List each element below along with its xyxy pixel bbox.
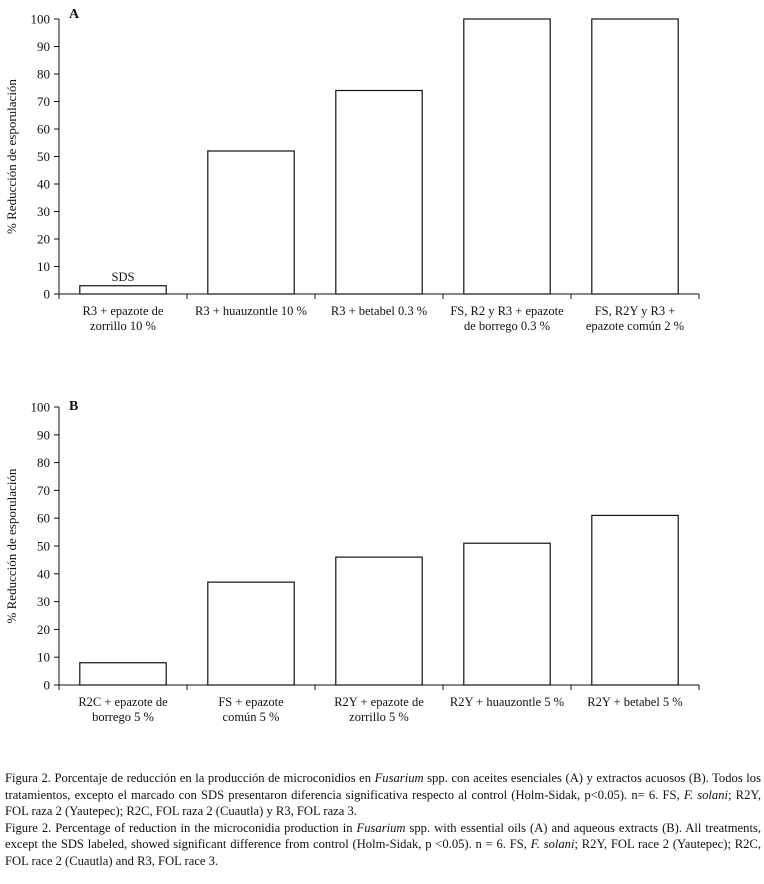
y-tick-label: 80 xyxy=(37,67,50,82)
bar xyxy=(591,514,679,686)
y-axis-label: % Reducción de esporulación xyxy=(4,468,19,623)
y-tick-label: 20 xyxy=(37,232,50,247)
figure-caption: Figura 2. Porcentaje de reducción en la … xyxy=(5,770,761,870)
category-label: FS + epazote xyxy=(218,695,284,709)
bar xyxy=(79,662,167,686)
y-tick-label: 10 xyxy=(37,259,50,274)
caption-spanish: Figura 2. Porcentaje de reducción en la … xyxy=(5,771,761,819)
bar xyxy=(79,285,167,295)
caption-english: Figure 2. Percentage of reduction in the… xyxy=(5,820,761,868)
category-label: borrego 5 % xyxy=(92,710,154,724)
bar xyxy=(207,150,295,295)
bar xyxy=(335,556,423,686)
category-label: FS, R2 y R3 + epazote xyxy=(450,304,564,318)
category-label: R3 + betabel 0.3 % xyxy=(331,304,427,318)
bar xyxy=(335,89,423,295)
y-axis-label: % Reducción de esporulación xyxy=(4,79,19,234)
category-label: epazote común 2 % xyxy=(586,319,684,333)
bar xyxy=(463,542,551,686)
category-label: R2Y + betabel 5 % xyxy=(587,695,682,709)
y-tick-label: 70 xyxy=(37,483,50,498)
chart-a: A % Reducción de esporulación 0 10 20 30 40 50 6… xyxy=(4,7,700,333)
y-tick-label: 100 xyxy=(31,400,51,415)
y-tick-label: 10 xyxy=(37,650,50,665)
y-tick-label: 90 xyxy=(37,39,50,54)
category-label: zorrillo 10 % xyxy=(90,319,156,333)
y-tick-label: 0 xyxy=(44,287,51,302)
y-tick-label: 30 xyxy=(37,204,50,219)
category-label: común 5 % xyxy=(223,710,280,724)
y-tick-label: 20 xyxy=(37,622,50,637)
y-tick-label: 50 xyxy=(37,539,50,554)
panel-label: A xyxy=(69,7,80,22)
category-label: FS, R2Y y R3 + xyxy=(595,304,676,318)
chart-b: B % Reducción de esporulación 0 10 20 30 40 50 6… xyxy=(4,399,700,724)
y-tick-label: 0 xyxy=(44,678,51,693)
y-tick-label: 30 xyxy=(37,594,50,609)
y-tick-label: 60 xyxy=(37,122,50,137)
y-tick-label: 40 xyxy=(37,566,50,581)
y-tick-label: 40 xyxy=(37,177,50,192)
y-tick-label: 80 xyxy=(37,455,50,470)
y-tick-label: 70 xyxy=(37,94,50,109)
panel-label: B xyxy=(69,399,78,414)
category-label: zorrillo 5 % xyxy=(349,710,409,724)
category-label: R2C + epazote de xyxy=(78,695,168,709)
category-label: R3 + huauzontle 10 % xyxy=(195,304,307,318)
category-label: R2Y + epazote de xyxy=(334,695,424,709)
y-tick-label: 100 xyxy=(31,12,51,27)
category-label: de borrego 0.3 % xyxy=(464,319,550,333)
category-label: R3 + epazote de xyxy=(83,304,164,318)
bar xyxy=(591,18,679,295)
y-tick-label: 60 xyxy=(37,511,50,526)
sds-annotation: SDS xyxy=(112,270,135,284)
bar xyxy=(463,18,551,295)
y-tick-label: 90 xyxy=(37,427,50,442)
bar xyxy=(207,581,295,686)
category-label: R2Y + huauzontle 5 % xyxy=(450,695,564,709)
y-tick-label: 50 xyxy=(37,149,50,164)
